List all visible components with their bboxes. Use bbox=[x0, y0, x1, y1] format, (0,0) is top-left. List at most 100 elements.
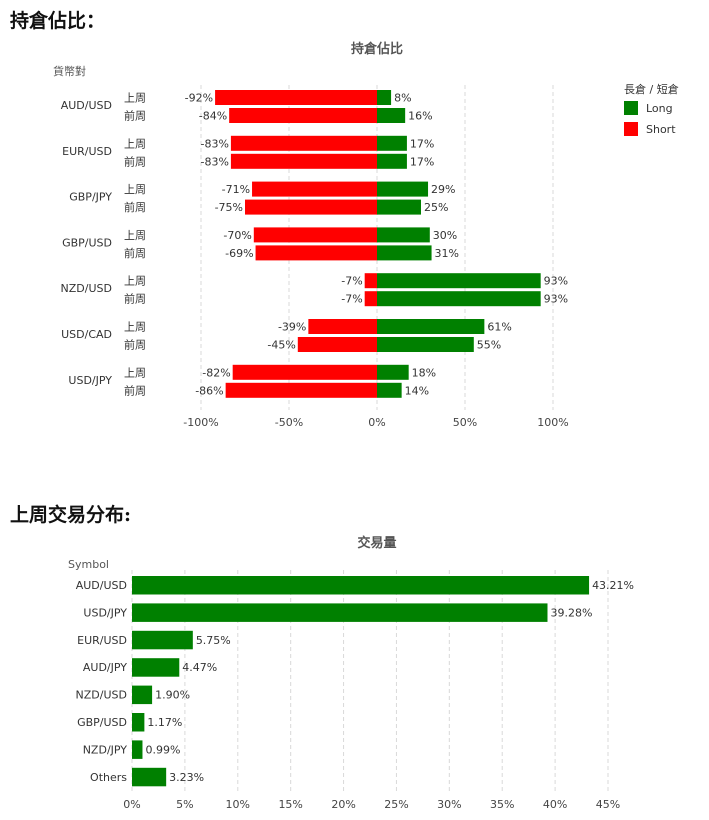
category-label: EUR/USD bbox=[77, 634, 127, 647]
volume-bar bbox=[132, 630, 193, 650]
short-bar bbox=[245, 199, 377, 215]
long-bar bbox=[377, 90, 392, 105]
short-bar bbox=[253, 227, 377, 243]
x-tick-label: 5% bbox=[176, 798, 193, 811]
week-label: 前周 bbox=[124, 154, 146, 168]
volume-data-label: 1.90% bbox=[155, 689, 190, 702]
chart-title: 持倉佔比 bbox=[351, 41, 403, 57]
short-data-label: -7% bbox=[341, 293, 362, 306]
long-data-label: 25% bbox=[424, 201, 448, 214]
long-data-label: 61% bbox=[487, 321, 511, 334]
x-tick-label: 45% bbox=[596, 798, 620, 811]
volume-bar bbox=[132, 658, 180, 677]
long-data-label: 30% bbox=[433, 229, 457, 242]
category-label: GBP/USD bbox=[62, 236, 112, 249]
x-tick-label: 25% bbox=[384, 798, 408, 811]
week-label: 上周 bbox=[124, 366, 146, 379]
short-bar bbox=[255, 245, 377, 261]
volume-bar bbox=[132, 603, 548, 622]
long-bar bbox=[377, 227, 430, 243]
long-bar bbox=[377, 135, 407, 151]
long-bar bbox=[377, 245, 432, 261]
legend-title: 長倉 / 短倉 bbox=[624, 82, 679, 96]
short-data-label: -84% bbox=[199, 110, 227, 123]
short-bar bbox=[225, 382, 377, 398]
category-label: NZD/USD bbox=[76, 689, 127, 702]
long-data-label: 93% bbox=[544, 275, 568, 288]
short-data-label: -75% bbox=[215, 201, 243, 214]
week-label: 前周 bbox=[124, 246, 146, 260]
short-data-label: -71% bbox=[222, 183, 250, 196]
long-data-label: 16% bbox=[408, 110, 432, 123]
week-label: 上周 bbox=[124, 275, 146, 288]
x-tick-label: 30% bbox=[437, 798, 461, 811]
long-data-label: 14% bbox=[405, 384, 429, 397]
short-bar bbox=[232, 364, 377, 380]
volume-data-label: 1.17% bbox=[147, 716, 182, 729]
x-tick-label: 15% bbox=[278, 798, 302, 811]
long-bar bbox=[377, 364, 409, 380]
category-label: AUD/JPY bbox=[83, 661, 127, 674]
category-label: GBP/USD bbox=[77, 716, 127, 729]
volume-data-label: 39.28% bbox=[550, 606, 592, 619]
week-label: 前周 bbox=[124, 109, 146, 123]
week-label: 上周 bbox=[124, 137, 146, 150]
short-bar bbox=[252, 181, 377, 197]
long-bar bbox=[377, 319, 485, 334]
week-label: 前周 bbox=[124, 338, 146, 352]
long-bar bbox=[377, 273, 541, 289]
position-ratio-heading: 持倉佔比： bbox=[10, 10, 106, 32]
category-label: USD/CAD bbox=[61, 328, 112, 341]
short-bar bbox=[364, 273, 377, 289]
category-label: Others bbox=[90, 771, 127, 784]
long-data-label: 18% bbox=[412, 366, 436, 379]
long-data-label: 55% bbox=[477, 339, 501, 352]
volume-bar bbox=[132, 685, 153, 705]
category-label: NZD/JPY bbox=[83, 743, 128, 756]
short-bar bbox=[215, 90, 377, 105]
short-data-label: -45% bbox=[267, 339, 295, 352]
x-tick-label: 20% bbox=[331, 798, 355, 811]
category-label: USD/JPY bbox=[83, 606, 127, 619]
category-label: NZD/USD bbox=[61, 282, 112, 295]
x-tick-label: 0% bbox=[123, 798, 140, 811]
short-data-label: -83% bbox=[200, 137, 228, 150]
y-axis-title: Symbol bbox=[68, 558, 109, 571]
category-label: EUR/USD bbox=[62, 145, 112, 158]
week-label: 上周 bbox=[124, 321, 146, 334]
long-data-label: 93% bbox=[544, 293, 568, 306]
x-tick-label: 40% bbox=[543, 798, 567, 811]
volume-bar bbox=[132, 576, 590, 595]
x-tick-label: 100% bbox=[537, 416, 568, 429]
volume-bar bbox=[132, 740, 143, 759]
volume-data-label: 4.47% bbox=[182, 661, 217, 674]
legend-swatch bbox=[624, 101, 638, 115]
volume-bar bbox=[132, 713, 145, 732]
legend-label: Short bbox=[646, 123, 676, 136]
week-label: 上周 bbox=[124, 92, 146, 105]
long-bar bbox=[377, 382, 402, 398]
week-label: 上周 bbox=[124, 183, 146, 196]
short-bar bbox=[364, 291, 377, 307]
short-bar bbox=[229, 108, 377, 123]
volume-data-label: 0.99% bbox=[145, 743, 180, 756]
long-bar bbox=[377, 108, 406, 123]
long-data-label: 17% bbox=[410, 137, 434, 150]
long-bar bbox=[377, 337, 474, 352]
x-tick-label: 50% bbox=[453, 416, 477, 429]
short-bar bbox=[230, 135, 377, 151]
volume-data-label: 5.75% bbox=[196, 634, 231, 647]
x-tick-label: -100% bbox=[183, 416, 218, 429]
legend-swatch bbox=[624, 122, 638, 136]
week-label: 上周 bbox=[124, 229, 146, 242]
long-data-label: 17% bbox=[410, 155, 434, 168]
short-data-label: -92% bbox=[185, 92, 213, 105]
week-label: 前周 bbox=[124, 292, 146, 306]
short-data-label: -69% bbox=[225, 247, 253, 260]
long-bar bbox=[377, 199, 421, 215]
volume-bar bbox=[132, 767, 167, 787]
volume-data-label: 3.23% bbox=[169, 771, 204, 784]
